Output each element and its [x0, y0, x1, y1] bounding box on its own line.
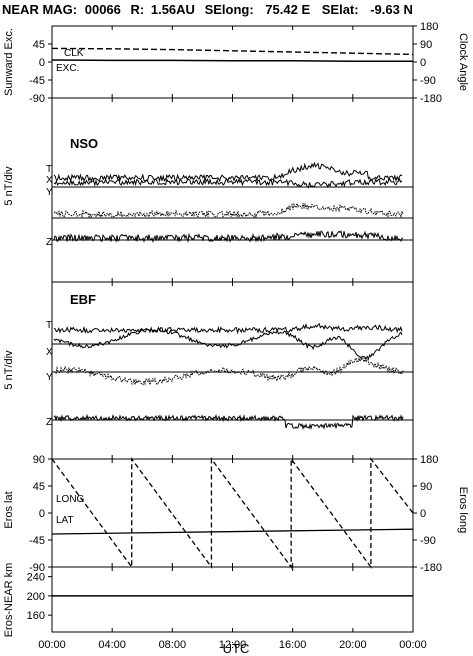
angles-ytick-label-right: -180: [420, 93, 442, 105]
ebf-y-trace: [53, 356, 404, 386]
nso-y-trace: [53, 201, 404, 219]
angles-ylabel-right: Clock Angle: [457, 33, 469, 91]
ebf-ylabel: 5 nT/div: [3, 350, 15, 390]
ebf-z-label: Z: [46, 417, 52, 428]
eros-ytick-label-left: 90: [33, 454, 45, 466]
long-label: LONG: [56, 494, 85, 505]
eros-ytick-label-right: 90: [420, 481, 432, 493]
nso-label: NSO: [70, 136, 98, 151]
range-ytick-label-left: 200: [27, 591, 45, 603]
title-r-value: 1.56AU: [151, 2, 195, 17]
ebf-z-trace: [53, 413, 404, 431]
range-ytick-label-left: 240: [27, 572, 45, 584]
lat-label: LAT: [56, 515, 74, 526]
range-ytick-label-left: 160: [27, 610, 45, 622]
title-mission: NEAR MAG:: [2, 2, 77, 17]
svg-text:NEAR MAG: 00066 R:: NEAR MAG: 00066 R: 1.56AU SElong: 75.42 …: [2, 2, 413, 17]
nso-y-label: Y: [46, 187, 53, 198]
angles-ylabel-left: Sunward Exc.: [3, 28, 15, 96]
title-selat-value: -9.63 N: [370, 2, 413, 17]
title-day: 00066: [85, 2, 121, 17]
angles-ytick-label-right: 90: [420, 39, 432, 51]
eros-long-series: [51, 457, 414, 569]
nso-x-trace: [53, 177, 403, 189]
title-selong-value: 75.42 E: [265, 2, 310, 17]
x-tick-label: 20:00: [339, 639, 367, 651]
ebf-t-label: T: [46, 320, 52, 331]
nso-t-trace: [53, 161, 403, 183]
x-tick-label: 00:00: [399, 639, 427, 651]
angles-series-clk: [51, 47, 414, 56]
eros-ytick-label-right: -180: [420, 562, 442, 574]
ebf-t-trace: [53, 322, 403, 335]
nso-ylabel: 5 nT/div: [3, 166, 15, 206]
angles-ytick-label-left: -45: [29, 75, 45, 87]
range-panel-frame: [51, 566, 414, 633]
clk-label: CLK: [64, 48, 84, 59]
nso-t-label: T: [46, 164, 52, 175]
angles-ytick-label-right: 180: [420, 21, 438, 33]
angles-series-exc: [51, 59, 413, 62]
x-axis-label: UTC: [223, 641, 250, 656]
title-selat-label: SElat:: [322, 2, 359, 17]
eros-ytick-label-left: -45: [29, 535, 45, 547]
angles-ytick-label-left: 45: [33, 39, 45, 51]
ebf-y-label: Y: [46, 372, 53, 383]
eros-ytick-label-left: 45: [33, 481, 45, 493]
nso-x-label: X: [46, 175, 53, 186]
angles-ytick-label-right: 0: [420, 57, 426, 69]
x-tick-label: 08:00: [159, 639, 187, 651]
exc-label: EXC.: [56, 63, 79, 74]
angles-ytick-label-right: -90: [420, 75, 436, 87]
range-ylabel: Eros-NEAR km: [3, 563, 15, 638]
ebf-x-label: X: [46, 347, 53, 358]
eros-ylabel-left: Eros lat: [3, 491, 15, 528]
angles-ytick-label-left: -90: [29, 93, 45, 105]
eros-ytick-label-left: -90: [29, 562, 45, 574]
x-tick-label: 16:00: [279, 639, 307, 651]
nso-panel-frame: [51, 97, 414, 283]
angles-panel-frame: [51, 25, 414, 99]
angles-ytick-label-left: 0: [39, 57, 45, 69]
eros-lat-series: [51, 528, 414, 535]
eros-ytick-label-right: -90: [420, 535, 436, 547]
ebf-panel-frame: [51, 281, 414, 460]
eros-ylabel-right: Eros long: [457, 487, 469, 533]
x-tick-label: 00:00: [38, 639, 66, 651]
x-tick-label: 12:00: [219, 639, 247, 651]
ebf-label: EBF: [70, 292, 96, 307]
eros-ytick-label-right: 0: [420, 508, 426, 520]
nso-z-label: Z: [46, 237, 52, 248]
x-tick-label: 04:00: [98, 639, 126, 651]
eros-ytick-label-left: 0: [39, 508, 45, 520]
title-r-label: R:: [131, 2, 145, 17]
eros-ytick-label-right: 180: [420, 454, 438, 466]
ebf-x-trace: [53, 327, 403, 361]
nso-z-trace: [53, 230, 404, 244]
title-selong-label: SElong:: [205, 2, 254, 17]
